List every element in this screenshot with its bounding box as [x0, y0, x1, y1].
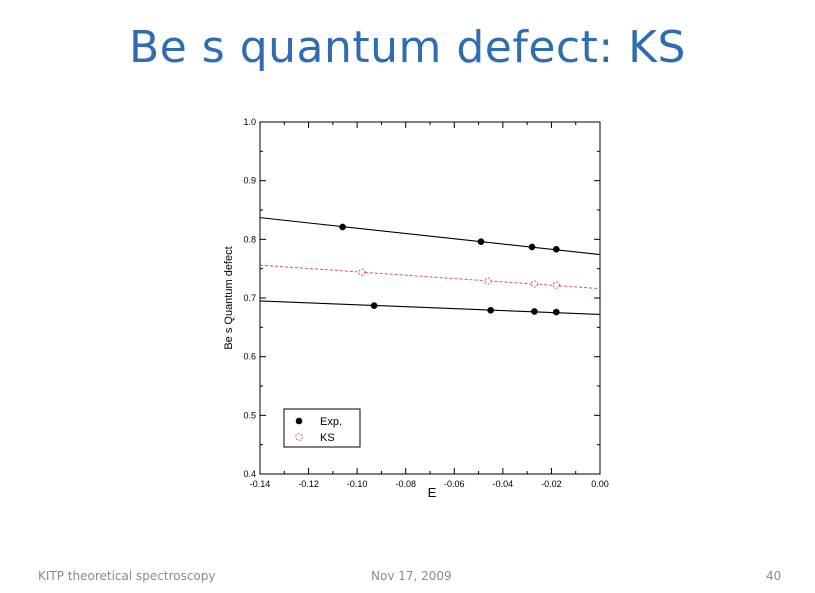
legend-marker-ks [295, 433, 303, 441]
data-point-series-1-0 [358, 268, 366, 276]
y-tick-label-1: 0.5 [243, 410, 256, 420]
data-point-series-0-1 [477, 238, 485, 246]
y-tick-label-3: 0.7 [243, 293, 256, 303]
x-tick-label-6: -0.02 [541, 479, 562, 489]
data-point-series-2-1 [487, 306, 495, 314]
axis-ticks [259, 121, 601, 475]
legend-label-exp: Exp. [320, 416, 342, 428]
data-point-series-0-3 [552, 245, 560, 253]
y-tick-label-2: 0.6 [243, 352, 256, 362]
footer-date: Nov 17, 2009 [371, 569, 452, 583]
x-tick-label-7: 0.00 [591, 479, 609, 489]
legend-label-ks: KS [320, 432, 335, 444]
data-point-series-1-3 [552, 281, 560, 289]
footer-presentation-name: KITP theoretical spectroscopy [38, 569, 216, 583]
x-axis-label: E [428, 485, 437, 500]
y-tick-label-0: 0.4 [243, 469, 256, 479]
y-tick-label-4: 0.8 [243, 234, 256, 244]
data-point-series-0-0 [339, 223, 346, 231]
data-point-series-1-1 [484, 277, 492, 285]
legend-box [283, 408, 361, 448]
axis-tick-labels: -0.14 -0.12 -0.10 -0.08 -0.06 -0.04 -0.02 0.00 0… [243, 117, 608, 489]
x-tick-label-2: -0.10 [347, 479, 368, 489]
fit-line-series-0 [259, 217, 601, 256]
y-tick-label-6: 1.0 [243, 117, 256, 127]
y-axis-label: Be s Quantum defect [223, 246, 235, 349]
data-point-series-1-2 [530, 280, 539, 288]
data-point-series-2-3 [552, 308, 560, 316]
x-tick-label-3: -0.08 [395, 479, 416, 489]
fit-line-series-1 [259, 264, 601, 290]
page-number: 40 [766, 569, 782, 583]
x-tick-label-0: -0.14 [250, 479, 271, 489]
data-point-series-2-2 [531, 308, 538, 315]
x-tick-label-5: -0.04 [493, 479, 514, 489]
data-points [339, 223, 560, 316]
fit-lines [259, 217, 601, 315]
x-tick-label-4: -0.06 [444, 479, 465, 489]
data-point-series-2-0 [370, 302, 378, 309]
x-tick-label-1: -0.12 [298, 479, 319, 489]
legend: Exp. KS [283, 408, 361, 448]
data-point-series-0-2 [528, 243, 536, 251]
legend-marker-exp [295, 417, 303, 425]
slide-title: Be s quantum defect: KS [129, 22, 686, 73]
y-tick-label-5: 0.9 [243, 176, 256, 186]
fit-line-series-2 [259, 300, 601, 315]
